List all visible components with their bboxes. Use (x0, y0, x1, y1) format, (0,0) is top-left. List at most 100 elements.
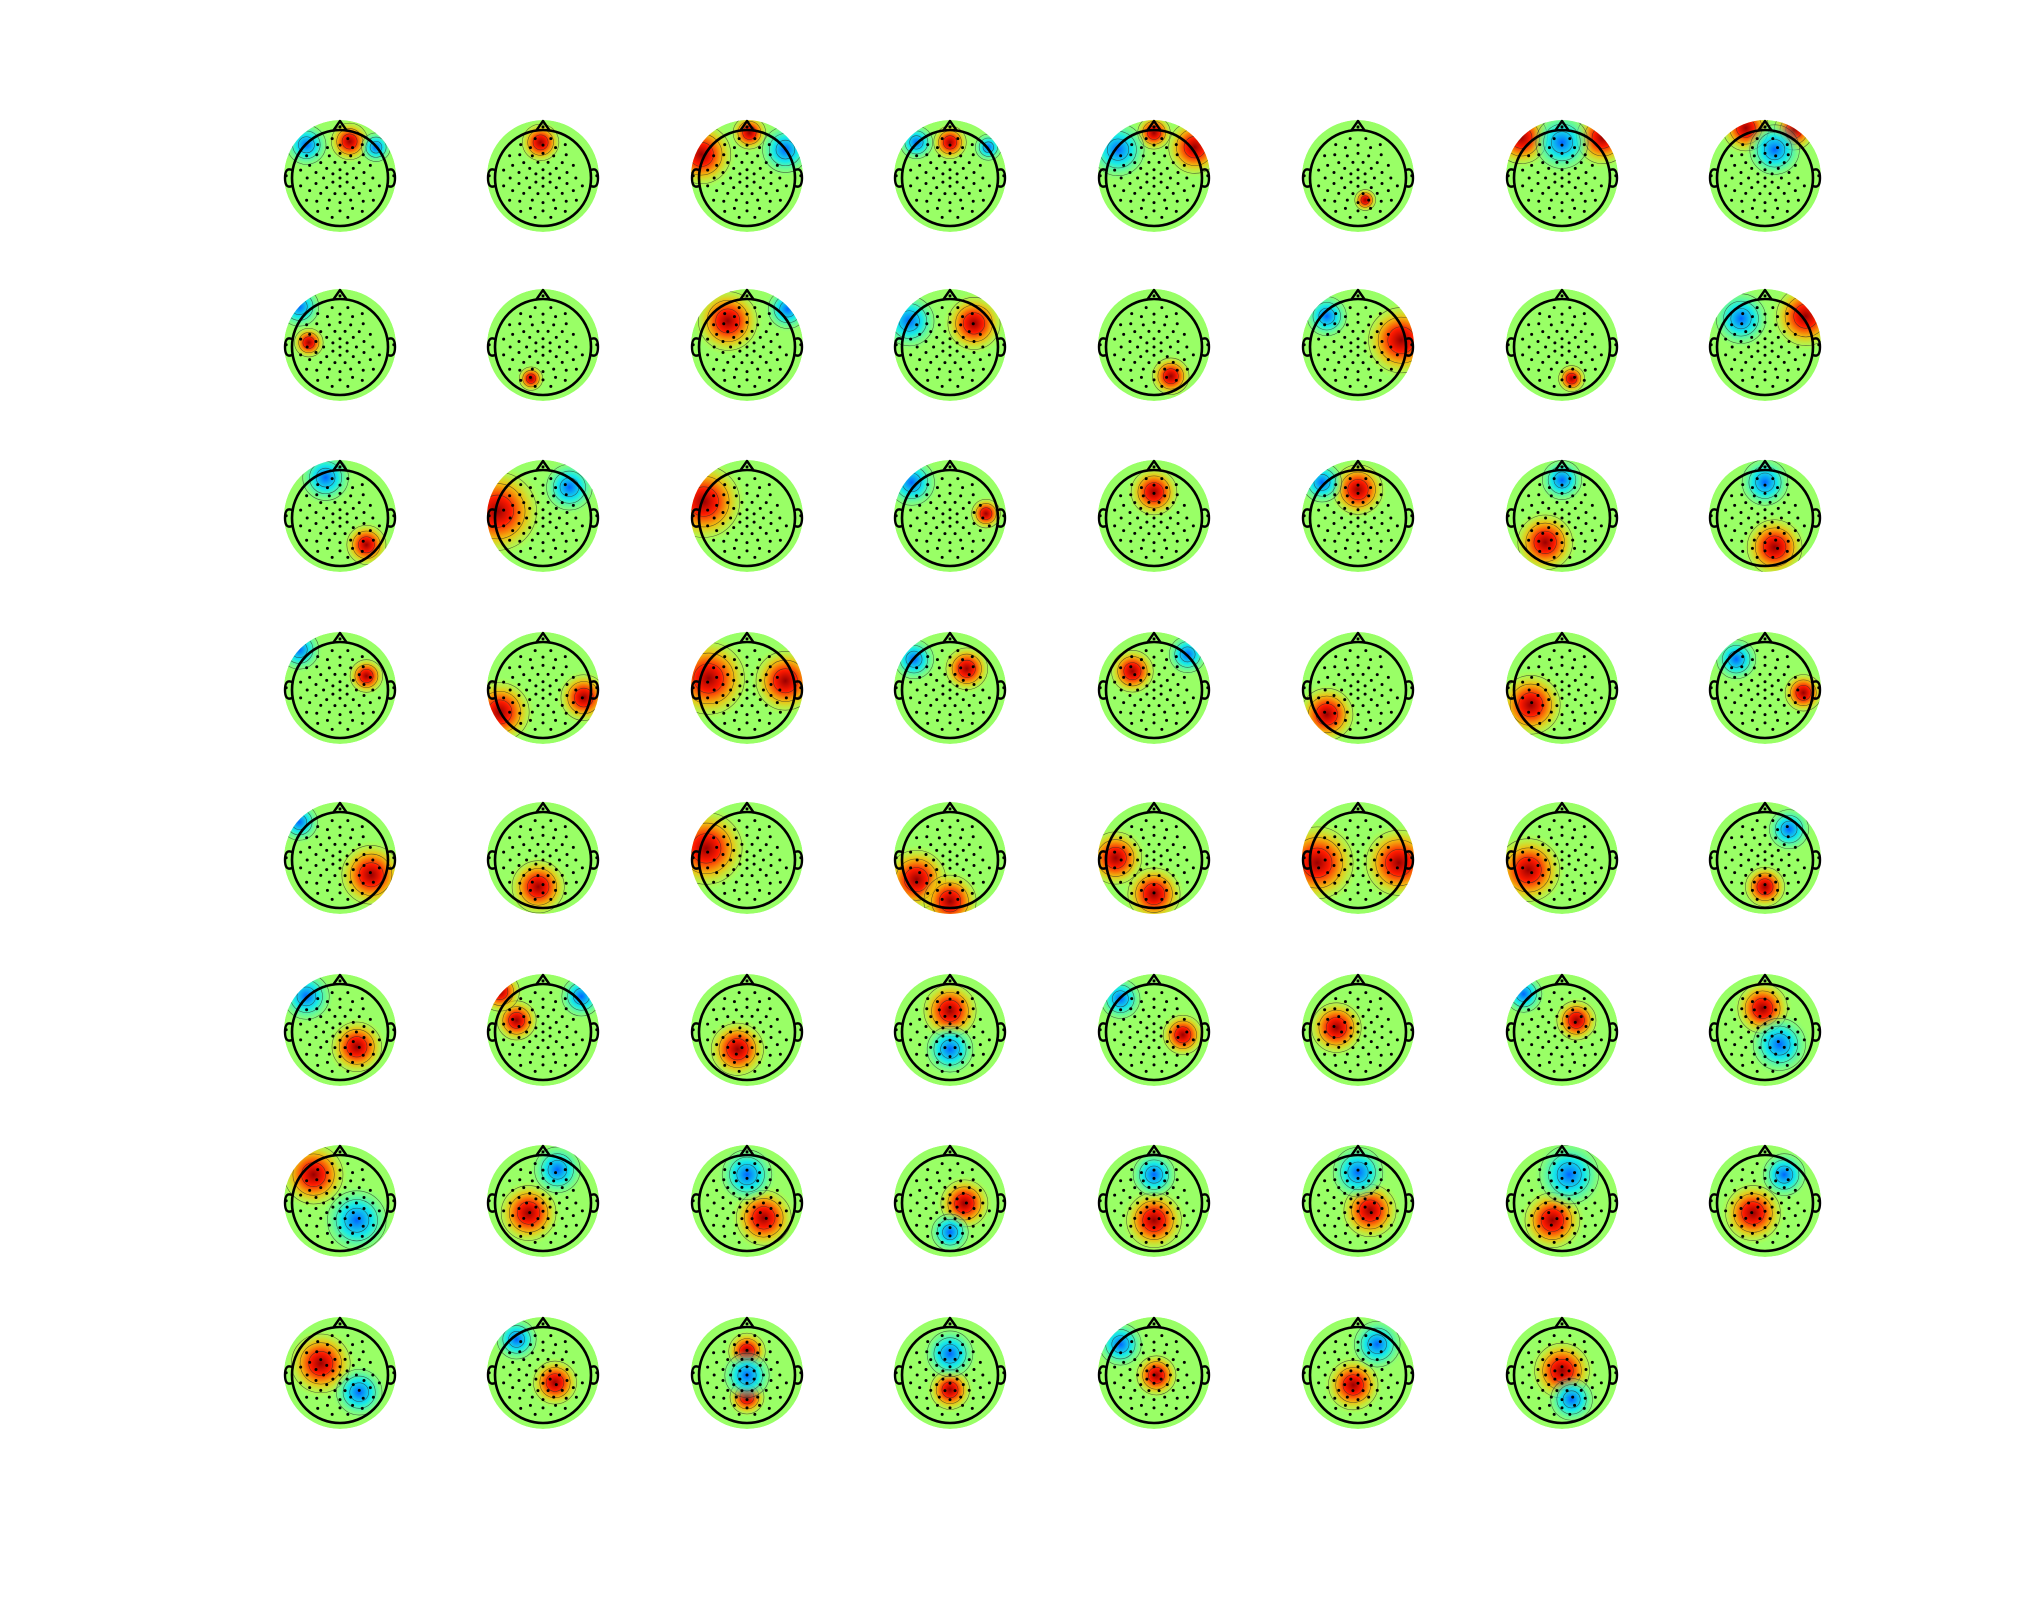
electrode-dot (935, 186, 939, 190)
electrode-dot (753, 306, 757, 310)
electrode-dot (571, 189, 575, 193)
electrode-dot (1560, 370, 1564, 374)
contour-line (294, 327, 324, 358)
electrode-dot (972, 1378, 976, 1382)
head-outline (1715, 468, 1815, 568)
electrode-dot (368, 845, 372, 849)
electrode-dot (1553, 1205, 1557, 1209)
electrode-dot (1752, 323, 1756, 327)
electrode-dot (1547, 1171, 1551, 1175)
electrode-dot (1375, 1388, 1379, 1392)
electrode-dot (1160, 137, 1164, 141)
electrode-dot (325, 206, 329, 210)
electrode-dot (935, 335, 939, 339)
electrode-dot (1145, 512, 1149, 516)
electrode-dot (948, 1209, 952, 1213)
electrode-dot (1157, 1357, 1161, 1361)
electrode-dot (580, 696, 584, 700)
electrode-dot (330, 306, 334, 310)
electrode-dot (1185, 710, 1189, 714)
electrode-dot (732, 1211, 736, 1215)
electrode-dot (752, 349, 756, 353)
electrode-dot (346, 555, 350, 559)
electrode-dot (924, 1378, 928, 1382)
electrode-dot (333, 1014, 337, 1018)
electrode-dot (534, 520, 538, 524)
electrode-dot (1521, 696, 1525, 700)
electrode-dot (1356, 508, 1360, 512)
electrode-dot (738, 684, 742, 688)
electrode-dot (1752, 367, 1756, 371)
electrode-dot (1571, 666, 1575, 670)
electrode-dot (1593, 176, 1597, 180)
electrode-dot (1147, 672, 1151, 676)
electrode-dot (1002, 174, 1006, 178)
electrode-dot (564, 153, 568, 157)
electrode-dot (956, 555, 960, 559)
electrode-dot (1755, 306, 1759, 310)
electrode-dot (1538, 1234, 1542, 1238)
electrode-dot (1343, 1403, 1347, 1407)
right-ear (590, 337, 600, 357)
left-ear (486, 168, 496, 188)
electrode-dot (943, 329, 947, 333)
electrode-dot (1782, 873, 1786, 877)
electrode-dot (351, 546, 355, 550)
electrode-dot (299, 1381, 303, 1385)
electrode-dot (1768, 361, 1772, 365)
electrode-dot (1165, 848, 1169, 852)
electrode-dot (723, 825, 727, 829)
electrode-dot (761, 516, 765, 520)
electrode-dot (541, 891, 545, 895)
electrode-dot (775, 503, 779, 507)
electrode-dot (1530, 1214, 1534, 1218)
electrode-dot (333, 842, 337, 846)
electrode-dot (1793, 701, 1797, 705)
electrode-dot (925, 368, 929, 372)
electrode-dot (732, 335, 736, 339)
electrode-dot (769, 863, 773, 867)
contour-line (691, 486, 719, 517)
electrode-dot (761, 1373, 765, 1377)
electrode-dot (1122, 503, 1126, 507)
topomap-57 (283, 1316, 397, 1429)
electrode-dot (978, 845, 982, 849)
electrode-dot (1565, 704, 1569, 708)
electrode-dot (1141, 1179, 1145, 1183)
electrode-dot (940, 1240, 944, 1244)
electrode-dot (915, 538, 919, 542)
electrode-dot (737, 897, 741, 901)
electrode-dot (554, 526, 558, 530)
electrode-dot (978, 701, 982, 705)
electrode-dot (972, 1025, 976, 1029)
electrode-dot (554, 206, 558, 210)
electrode-dot (1351, 329, 1355, 333)
electrode-dot (726, 161, 730, 165)
electrode-dot (1144, 819, 1148, 823)
contour-line (957, 659, 976, 678)
electrode-dot (915, 1395, 919, 1399)
electrode-dot (758, 186, 762, 190)
electrode-dot (1787, 350, 1791, 354)
electrode-dot (764, 1388, 768, 1392)
electrode-dot (1709, 1028, 1713, 1032)
electrode-dot (305, 1395, 309, 1399)
electrode-dot (1139, 1060, 1143, 1064)
electrode-dot (1793, 503, 1797, 507)
electrode-dot (1165, 698, 1169, 702)
electrode-dot (1547, 546, 1551, 550)
electrode-dot (752, 692, 756, 696)
electrode-dot (1364, 991, 1368, 995)
electrode-dot (987, 866, 991, 870)
electrode-dot (981, 345, 985, 349)
electrode-dot (1756, 512, 1760, 516)
electrode-dot (956, 649, 960, 653)
electrode-dot (1182, 845, 1186, 849)
contour-line (1769, 809, 1809, 850)
electrode-dot (1367, 323, 1371, 327)
electrode-dot (1547, 828, 1551, 832)
electrode-dot (1349, 341, 1353, 345)
topomap-37 (1097, 801, 1211, 914)
electrode-dot (1139, 315, 1143, 319)
electrode-dot (1527, 1351, 1531, 1355)
